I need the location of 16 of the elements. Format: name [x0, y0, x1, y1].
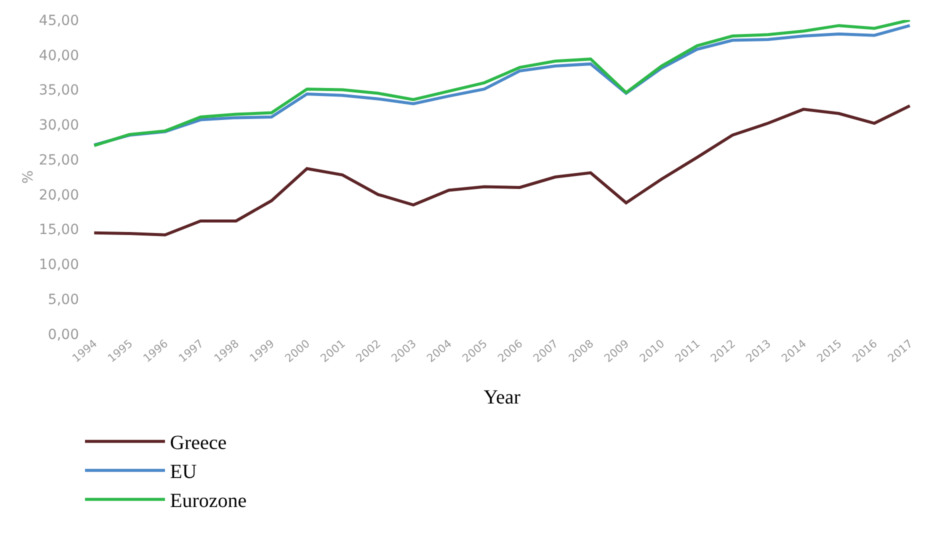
y-tick-label: 15,00: [38, 222, 79, 238]
y-tick-label: 25,00: [38, 152, 79, 168]
y-tick-label: 35,00: [38, 82, 79, 99]
y-tick-label: 5,00: [48, 292, 79, 308]
y-tick-label: 0,00: [48, 326, 79, 343]
legend-label: Greece: [170, 432, 227, 454]
y-tick-label: 10,00: [38, 257, 79, 274]
legend-label: Eurozone: [170, 490, 247, 512]
y-tick-label: 45,00: [38, 12, 79, 29]
y-tick-label: 40,00: [38, 48, 79, 64]
y-tick-label: 20,00: [38, 187, 79, 204]
line-series: [92, 104, 912, 236]
y-axis-title: %: [20, 170, 37, 184]
y-tick-label: 30,00: [38, 118, 79, 134]
legend-label: EU: [170, 461, 198, 484]
x-axis-title: Year: [484, 386, 521, 409]
